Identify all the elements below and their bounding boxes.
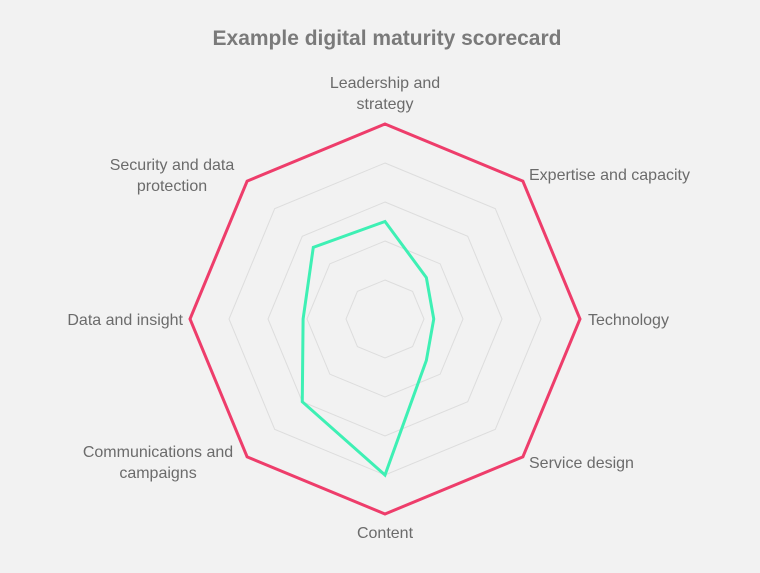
grid: [228, 162, 542, 476]
series: [188, 122, 582, 516]
axis-label-line: Security and data: [110, 157, 235, 174]
axis-label-line: campaigns: [119, 465, 196, 482]
axis-label-1: Leadership and strategy: [330, 75, 440, 113]
grid-ring-2: [306, 240, 464, 398]
axis-label-line: Communications and: [83, 444, 233, 461]
axis-label-line: Technology: [588, 312, 669, 329]
grid-ring-4: [228, 162, 542, 476]
axis-label-8: Security and data protection: [110, 157, 235, 195]
axis-label-line: Expertise and capacity: [529, 167, 690, 184]
grid-ring-3: [267, 201, 503, 437]
axis-label-line: Leadership and: [330, 75, 440, 92]
axis-label-line: strategy: [357, 96, 414, 113]
series-score: [300, 219, 436, 478]
axis-label-line: Content: [357, 525, 414, 542]
axis-label-line: Data and insight: [67, 312, 183, 329]
axis-label-6: Communications and campaigns: [83, 444, 233, 482]
axis-label-4: Service design: [529, 455, 634, 472]
axis-label-2: Expertise and capacity: [529, 167, 690, 184]
axis-label-3: Technology: [588, 312, 669, 329]
axis-label-5: Content: [357, 525, 414, 542]
axis-label-line: Service design: [529, 455, 634, 472]
series-maximum: [188, 122, 582, 516]
chart-title: Example digital maturity scorecard: [213, 27, 562, 50]
axis-label-line: protection: [137, 178, 207, 195]
axis-label-7: Data and insight: [67, 312, 183, 329]
grid-ring-1: [345, 279, 425, 359]
axis-labels: Leadership and strategy Expertise and capa…: [67, 75, 690, 542]
